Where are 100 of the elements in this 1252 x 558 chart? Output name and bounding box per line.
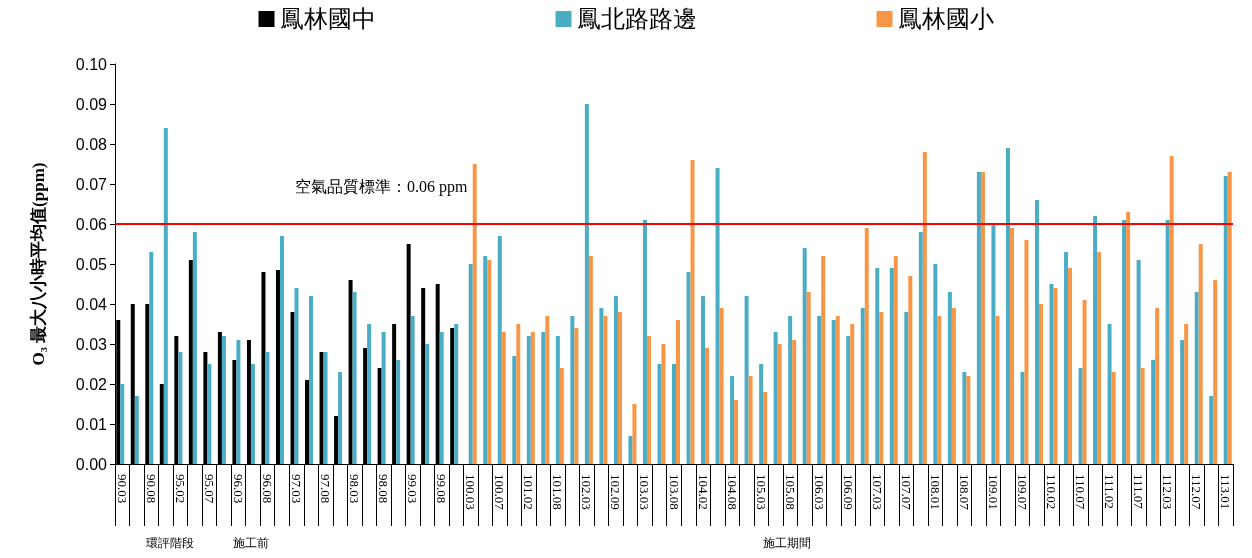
bar <box>487 260 492 464</box>
bar <box>559 368 564 464</box>
bar <box>530 332 535 464</box>
x-tick-label: 99.08 <box>434 474 450 504</box>
x-tick-label: 99.03 <box>405 474 421 504</box>
bar <box>821 256 826 464</box>
bar <box>860 308 865 464</box>
y-tick-label: 0.08 <box>75 135 108 153</box>
bar <box>657 364 662 464</box>
bar <box>207 364 212 464</box>
bar <box>1136 260 1141 464</box>
bar <box>279 236 284 464</box>
bar <box>701 296 706 464</box>
bar <box>425 344 430 464</box>
bar <box>439 332 444 464</box>
bar <box>817 316 822 464</box>
bar <box>192 232 197 464</box>
text: 環評階段 <box>146 536 195 550</box>
bar <box>715 168 720 464</box>
bar <box>545 316 550 464</box>
bar <box>454 324 459 464</box>
x-tick-label: 96.03 <box>230 474 246 504</box>
bar <box>570 316 575 464</box>
bar <box>835 316 840 464</box>
x-tick-label: 102.03 <box>579 474 595 510</box>
bar <box>1126 212 1131 464</box>
bar <box>672 364 676 464</box>
legend-label: 鳳林國小 <box>897 6 994 32</box>
x-tick-label: 110.07 <box>1073 474 1089 510</box>
legend-label: 鳳北路路邊 <box>576 6 697 32</box>
text: 施工前 <box>233 536 270 550</box>
bar <box>483 256 488 464</box>
bar <box>773 332 778 464</box>
bar <box>1194 292 1199 464</box>
bar <box>149 252 154 464</box>
bar <box>933 264 938 464</box>
bar <box>396 360 401 464</box>
bar <box>1093 216 1098 464</box>
y-axis-title: O₃ 最大八小時平均值(ppm) <box>29 162 48 366</box>
bar <box>497 236 502 464</box>
bar <box>980 172 985 464</box>
bar <box>846 336 851 464</box>
bar <box>472 164 477 464</box>
bar <box>468 264 473 464</box>
bar <box>1213 280 1218 464</box>
bar <box>962 372 967 464</box>
x-tick-label: 90.03 <box>114 474 130 504</box>
bar <box>1169 156 1174 464</box>
bar <box>352 292 357 464</box>
bar <box>879 312 884 464</box>
bar <box>588 256 593 464</box>
bar <box>1209 396 1214 464</box>
bar <box>1140 368 1145 464</box>
bar <box>1024 240 1029 464</box>
y-tick-label: 0.04 <box>75 295 108 313</box>
bar <box>806 292 811 464</box>
bar <box>120 384 125 464</box>
bar <box>338 372 343 464</box>
x-tick-label: 103.03 <box>637 474 653 510</box>
bar <box>541 332 546 464</box>
bar <box>918 232 923 464</box>
x-tick-label: 103.08 <box>666 474 682 510</box>
bar <box>178 352 183 464</box>
bar <box>1082 300 1087 464</box>
bar <box>599 308 604 464</box>
bar <box>632 404 637 464</box>
x-tick-label: 113.01 <box>1218 474 1234 510</box>
bar <box>831 320 836 464</box>
x-tick-label: 101.02 <box>521 474 537 510</box>
text: 施工期間 <box>763 536 812 550</box>
bar <box>642 220 647 464</box>
x-tick-label: 97.08 <box>318 474 334 504</box>
x-tick-label: 98.08 <box>376 474 392 504</box>
y-tick-label: 0.03 <box>75 335 108 353</box>
x-tick-label: 104.02 <box>695 474 711 510</box>
bar <box>1165 220 1170 464</box>
y-tick-label: 0.07 <box>75 175 108 193</box>
bar <box>1198 244 1203 464</box>
bar <box>1155 308 1160 464</box>
bar <box>922 152 927 464</box>
bar <box>1227 172 1232 464</box>
y-tick-label: 0.06 <box>75 215 108 233</box>
bar <box>584 104 589 464</box>
bar <box>574 328 579 464</box>
x-tick-label: 108.01 <box>927 474 943 510</box>
bar <box>617 312 622 464</box>
ref-line-label: 空氣品質標準：0.06 ppm <box>295 177 468 196</box>
bar <box>1107 324 1112 464</box>
y-tick-label: 0.00 <box>75 455 108 473</box>
bar <box>555 336 560 464</box>
x-tick-label: 104.08 <box>724 474 740 510</box>
x-tick-label: 97.03 <box>288 474 304 504</box>
x-tick-label: 100.07 <box>492 474 508 511</box>
bar <box>748 376 753 464</box>
bar <box>734 400 739 464</box>
bar <box>381 332 386 464</box>
x-tick-label: 90.08 <box>143 474 159 504</box>
x-tick-label: 98.03 <box>347 474 363 504</box>
bar <box>603 316 608 464</box>
x-tick-label: 107.07 <box>898 474 914 511</box>
